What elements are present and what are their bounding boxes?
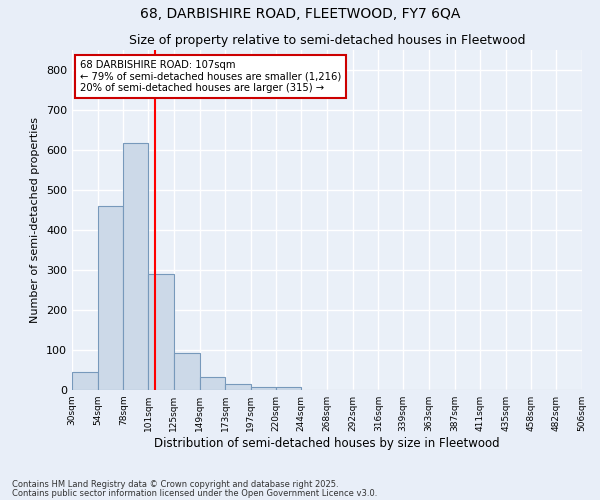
- Y-axis label: Number of semi-detached properties: Number of semi-detached properties: [31, 117, 40, 323]
- Bar: [251, 387, 275, 390]
- Text: Contains public sector information licensed under the Open Government Licence v3: Contains public sector information licen…: [12, 488, 377, 498]
- Bar: [124, 143, 148, 390]
- Text: Contains HM Land Registry data © Crown copyright and database right 2025.: Contains HM Land Registry data © Crown c…: [12, 480, 338, 489]
- Bar: [72, 372, 98, 390]
- X-axis label: Distribution of semi-detached houses by size in Fleetwood: Distribution of semi-detached houses by …: [154, 437, 500, 450]
- Bar: [148, 274, 174, 390]
- Bar: [225, 384, 251, 390]
- Bar: [275, 387, 301, 390]
- Title: Size of property relative to semi-detached houses in Fleetwood: Size of property relative to semi-detach…: [129, 34, 525, 48]
- Text: 68 DARBISHIRE ROAD: 107sqm
← 79% of semi-detached houses are smaller (1,216)
20%: 68 DARBISHIRE ROAD: 107sqm ← 79% of semi…: [80, 60, 341, 94]
- Bar: [98, 206, 124, 390]
- Bar: [174, 353, 199, 390]
- Text: 68, DARBISHIRE ROAD, FLEETWOOD, FY7 6QA: 68, DARBISHIRE ROAD, FLEETWOOD, FY7 6QA: [140, 8, 460, 22]
- Bar: [199, 377, 225, 390]
